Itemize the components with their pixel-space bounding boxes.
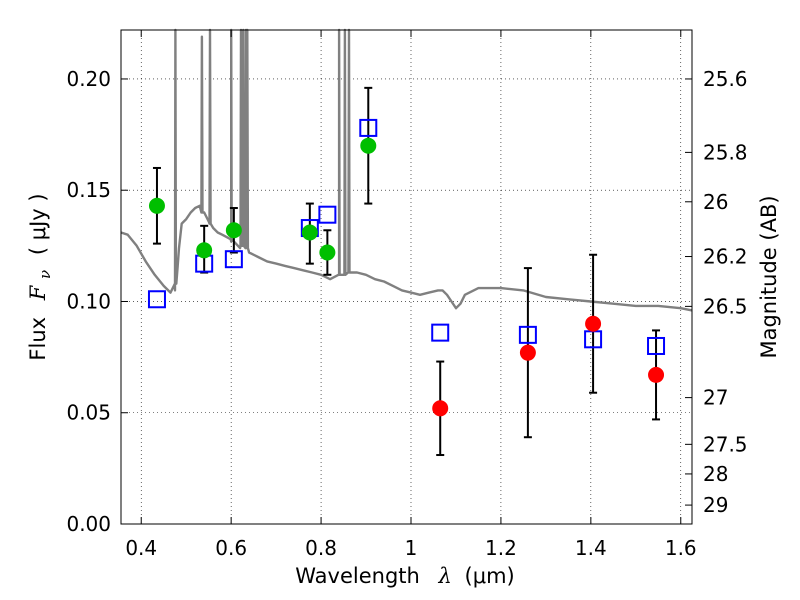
observed-point bbox=[432, 400, 449, 417]
x-axis-label-unit: (μm) bbox=[465, 564, 515, 588]
y-axis-label-subscript: ν bbox=[36, 270, 54, 279]
y-axis-label-symbol: F bbox=[26, 284, 50, 301]
model-photometry-markers bbox=[147, 118, 666, 355]
observed-point bbox=[648, 366, 665, 383]
plot-frame bbox=[120, 29, 693, 525]
x-axis-label-text: Wavelength bbox=[295, 564, 420, 588]
y2-tick-label: 26.5 bbox=[703, 294, 748, 318]
y2-tick-label: 25.8 bbox=[703, 140, 748, 164]
x-axis-label-symbol: λ bbox=[438, 564, 452, 588]
y2-tick-label: 26.2 bbox=[703, 245, 748, 269]
y-tick-label: 0.15 bbox=[66, 178, 111, 202]
observed-point bbox=[196, 242, 213, 259]
x-tick-label: 0.6 bbox=[215, 536, 247, 560]
model-point bbox=[318, 205, 337, 224]
y2-tick-label: 26 bbox=[703, 190, 728, 214]
observed-photometry-markers bbox=[148, 137, 665, 417]
spectrum-line bbox=[120, 28, 693, 312]
y2-tick-label: 28 bbox=[703, 462, 728, 486]
x-tick-label: 1 bbox=[405, 536, 418, 560]
x-tick-label: 1.2 bbox=[485, 536, 517, 560]
y2-tick-label: 29 bbox=[703, 493, 728, 517]
y-axis-label-text: Flux bbox=[26, 317, 50, 361]
model-point bbox=[431, 323, 450, 342]
y2-tick-label: 27.5 bbox=[703, 432, 748, 456]
y-tick-label: 0.05 bbox=[66, 401, 111, 425]
y2-tick-label: 27 bbox=[703, 386, 728, 410]
y-tick-label: 0.10 bbox=[66, 289, 111, 313]
model-point bbox=[359, 118, 378, 137]
observed-point bbox=[360, 137, 377, 154]
y2-tick-label: 25.6 bbox=[703, 67, 748, 91]
error-bars bbox=[152, 86, 661, 457]
observed-point bbox=[585, 315, 602, 332]
model-point bbox=[647, 336, 666, 355]
x-tick-label: 0.8 bbox=[305, 536, 337, 560]
grid bbox=[121, 30, 692, 525]
model-spectrum bbox=[120, 28, 693, 312]
model-point bbox=[224, 250, 243, 269]
x-tick-label: 1.4 bbox=[575, 536, 607, 560]
x-tick-label: 0.4 bbox=[125, 536, 157, 560]
y-axis-label: Flux F ν ( μJy ) bbox=[26, 193, 55, 360]
observed-point bbox=[148, 197, 165, 214]
x-axis-label: Wavelength λ (μm) bbox=[295, 564, 514, 588]
model-point bbox=[147, 290, 166, 309]
x-tick-label: 1.6 bbox=[665, 536, 697, 560]
observed-point bbox=[519, 344, 536, 361]
observed-point bbox=[301, 224, 318, 241]
y-axis-label-unit: ( μJy ) bbox=[26, 193, 50, 255]
model-point bbox=[518, 325, 537, 344]
observed-point bbox=[319, 244, 336, 261]
y2-axis-label: Magnitude (AB) bbox=[757, 195, 781, 358]
y-tick-label: 0.20 bbox=[66, 67, 111, 91]
observed-point bbox=[225, 222, 242, 239]
y-tick-label: 0.00 bbox=[66, 512, 111, 536]
axis-ticks: 0.4 0.6 0.8 1 1.2 1.4 1.6 0.00 0.05 0.10 0.15 0.20 2… bbox=[66, 30, 748, 560]
